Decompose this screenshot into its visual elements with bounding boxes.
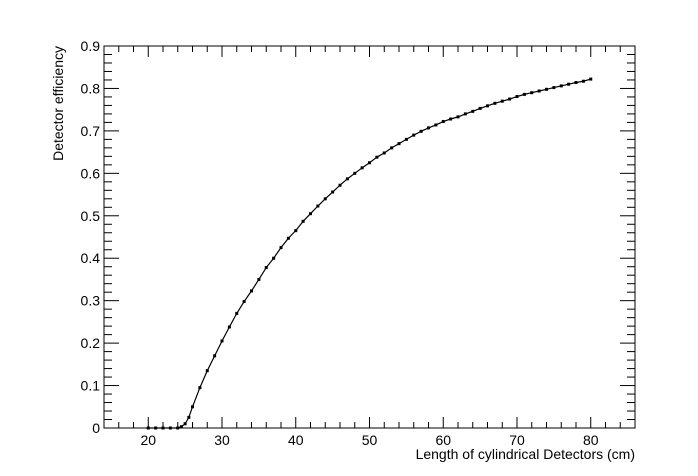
data-point — [537, 89, 541, 93]
data-point — [567, 82, 571, 86]
data-point — [309, 212, 312, 216]
x-axis-title: Length of cylindrical Detectors (cm) — [416, 446, 635, 462]
y-tick-label: 0.4 — [81, 250, 101, 266]
data-point — [198, 386, 202, 390]
x-tick-label: 70 — [509, 432, 525, 448]
y-tick-label: 0.3 — [81, 293, 101, 309]
data-point — [478, 106, 482, 110]
data-point — [522, 92, 526, 96]
x-tick-label: 40 — [288, 432, 304, 448]
data-point — [456, 115, 460, 119]
data-point — [146, 426, 150, 430]
x-tick-label: 30 — [214, 432, 230, 448]
data-point — [279, 246, 283, 250]
data-point — [205, 369, 209, 373]
data-point — [257, 277, 261, 281]
y-axis-tick-labels: 0 0.1 0.2 0.3 0.4 0.5 0.6 0.7 0.8 0.9 — [81, 38, 101, 436]
data-point — [301, 219, 305, 223]
data-point — [264, 266, 268, 270]
data-point — [176, 426, 180, 430]
y-tick-label: 0.6 — [81, 165, 101, 181]
data-point — [235, 311, 239, 315]
data-point — [508, 97, 512, 101]
data-point — [316, 204, 320, 208]
data-point — [441, 120, 445, 124]
data-point — [419, 129, 423, 133]
data-point — [213, 354, 217, 358]
data-point — [368, 161, 371, 165]
data-point — [294, 229, 298, 233]
data-point — [404, 137, 408, 141]
data-point — [154, 426, 158, 430]
data-point — [161, 426, 165, 430]
x-tick-label: 80 — [583, 432, 599, 448]
data-point — [390, 146, 394, 150]
data-point — [227, 325, 231, 329]
data-point — [471, 109, 475, 113]
y-tick-label: 0.9 — [81, 38, 101, 54]
data-point — [286, 236, 290, 240]
y-tick-label: 0.8 — [81, 80, 101, 96]
y-axis-ticks — [104, 45, 635, 429]
data-point — [375, 155, 379, 159]
y-tick-label: 0 — [92, 420, 100, 436]
data-point — [323, 197, 327, 201]
x-tick-label: 60 — [435, 432, 451, 448]
y-tick-label: 0.1 — [81, 378, 101, 394]
data-point — [449, 117, 453, 121]
x-axis-tick-labels: 20 30 40 50 60 70 80 — [140, 432, 598, 448]
data-point — [220, 339, 224, 343]
data-point — [486, 104, 489, 108]
data-point — [463, 112, 467, 116]
y-tick-label: 0.5 — [81, 208, 101, 224]
y-axis-title: Detector efficiency — [50, 46, 66, 161]
x-tick-label: 20 — [140, 432, 156, 448]
data-point — [338, 183, 342, 187]
data-point — [559, 84, 563, 88]
data-point — [272, 256, 276, 260]
data-point — [345, 177, 349, 181]
data-point — [434, 123, 438, 127]
data-point — [183, 422, 187, 426]
data-point — [360, 166, 364, 170]
data-point — [574, 81, 578, 85]
data-point — [331, 190, 335, 194]
data-point — [353, 171, 357, 175]
data-point — [179, 425, 183, 429]
data-point — [187, 415, 191, 419]
data-point — [589, 77, 593, 81]
data-point — [581, 79, 585, 83]
x-tick-label: 50 — [362, 432, 378, 448]
data-point — [168, 426, 172, 430]
data-point — [191, 405, 194, 409]
data-point — [552, 86, 556, 90]
data-point — [397, 142, 401, 146]
data-point — [515, 95, 519, 99]
data-point — [242, 300, 246, 304]
data-point — [382, 151, 386, 155]
data-point — [427, 126, 430, 130]
data-point — [250, 289, 253, 293]
y-tick-label: 0.7 — [81, 123, 101, 139]
data-point — [545, 87, 548, 91]
y-tick-label: 0.2 — [81, 335, 101, 351]
data-point — [412, 133, 416, 137]
data-point — [500, 99, 504, 103]
data-point — [493, 101, 497, 105]
series-group — [146, 77, 593, 430]
data-point — [530, 91, 534, 95]
